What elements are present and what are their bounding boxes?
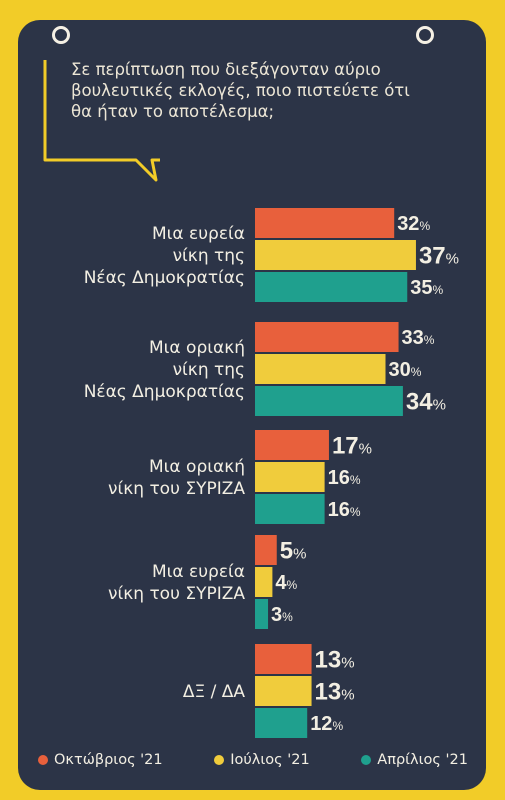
category-label-3-0: Μια ευρεία: [152, 562, 245, 582]
value-label-october-0: 32%: [397, 213, 430, 235]
category-label-0-0: Μια ευρεία: [152, 224, 245, 244]
bar-october-3: [255, 535, 277, 565]
category-label-1-0: Μια οριακή: [149, 338, 245, 358]
value-label-april-0: 35%: [410, 277, 443, 299]
category-label-0-1: νίκη της: [173, 246, 245, 266]
bar-april-2: [255, 494, 325, 524]
legend-dot-july: [214, 755, 225, 765]
value-label-july-2: 16%: [328, 467, 361, 489]
category-label-2-1: νίκη του ΣΥΡΙΖΑ: [108, 479, 245, 499]
bar-july-1: [255, 354, 386, 384]
chart-question: Σε περίπτωση που διεξάγονταν αύριο βουλε…: [71, 60, 410, 121]
value-label-april-4: 12%: [310, 713, 343, 735]
value-label-july-1: 30%: [389, 359, 422, 381]
legend-dot-april: [361, 755, 372, 765]
category-label-4-0: ΔΞ / ΔΑ: [183, 682, 246, 702]
bar-july-2: [255, 462, 325, 492]
category-label-1-2: Νέας Δημοκρατίας: [84, 382, 245, 402]
bar-july-0: [255, 240, 416, 270]
legend-item-july: Ιούλιος '21: [214, 752, 310, 768]
legend-label-october: Οκτώβριος '21: [54, 752, 163, 768]
chart-legend: Οκτώβριος '21 Ιούλιος '21 Απρίλιος '21: [38, 752, 468, 768]
bar-october-2: [255, 430, 329, 460]
legend-item-april: Απρίλιος '21: [361, 752, 468, 768]
legend-label-april: Απρίλιος '21: [377, 752, 468, 768]
value-label-july-3: 4%: [275, 572, 297, 594]
category-label-0-2: Νέας Δημοκρατίας: [84, 268, 245, 288]
value-label-october-1: 33%: [402, 327, 435, 349]
chart-panel: [18, 20, 486, 790]
value-label-october-2: 17%: [332, 433, 372, 460]
speech-bubble-outline: [43, 60, 160, 182]
binder-ring-left: [52, 26, 70, 44]
bar-october-4: [255, 644, 312, 674]
value-label-april-3: 3%: [271, 604, 293, 626]
bar-april-0: [255, 272, 408, 302]
binder-ring-right: [416, 26, 434, 44]
bar-october-0: [255, 208, 395, 238]
category-label-3-1: νίκη του ΣΥΡΙΖΑ: [108, 584, 245, 604]
value-label-october-3: 5%: [280, 538, 307, 565]
bar-april-1: [255, 386, 403, 416]
bar-april-4: [255, 708, 308, 738]
legend-dot-october: [38, 755, 48, 765]
bar-october-1: [255, 322, 399, 352]
value-label-july-0: 37%: [419, 243, 459, 270]
value-label-july-4: 13%: [315, 679, 355, 706]
category-label-1-1: νίκη της: [173, 360, 245, 380]
value-label-april-1: 34%: [406, 389, 446, 416]
value-label-april-2: 16%: [328, 499, 361, 521]
category-label-2-0: Μια οριακή: [149, 457, 245, 477]
bar-april-3: [255, 599, 269, 629]
bar-july-4: [255, 676, 312, 706]
legend-item-october: Οκτώβριος '21: [38, 752, 163, 768]
legend-label-july: Ιούλιος '21: [230, 752, 310, 768]
bar-july-3: [255, 567, 273, 597]
value-label-october-4: 13%: [315, 647, 355, 674]
